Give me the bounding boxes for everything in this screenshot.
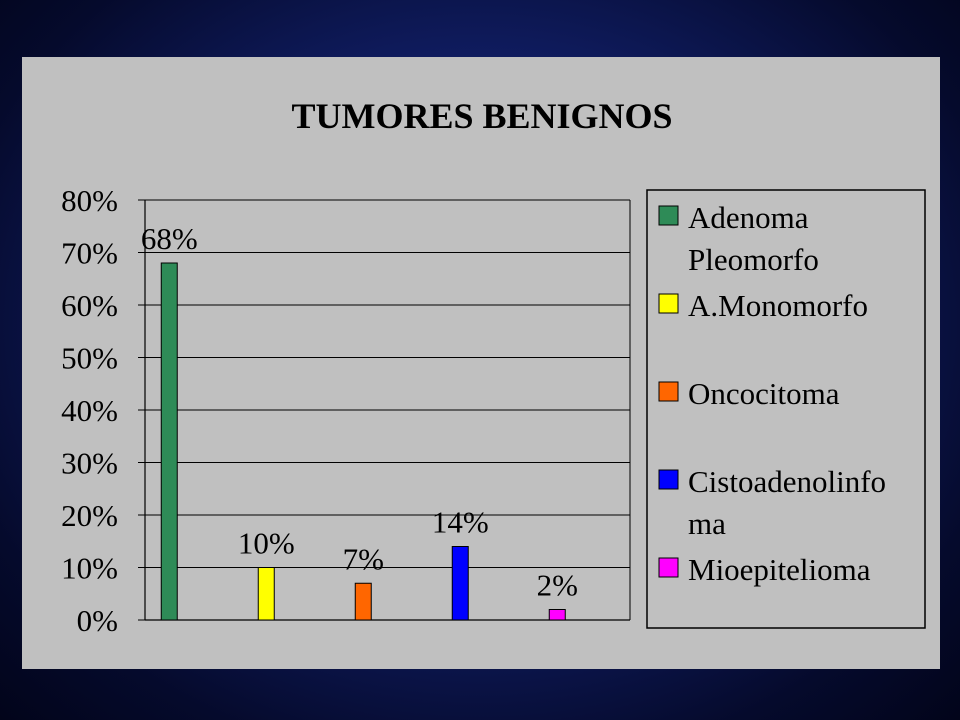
legend-label-5: Mioepitelioma	[688, 552, 871, 587]
legend-label-1: Adenoma	[688, 200, 809, 235]
y-tick-label: 80%	[61, 183, 118, 218]
y-tick-label: 70%	[61, 236, 118, 271]
legend-box	[646, 189, 926, 629]
gridlines	[145, 199, 630, 568]
bar-1	[160, 262, 178, 621]
legend-swatch-1	[658, 205, 679, 226]
legend-label-2: A.Monomorfo	[688, 288, 868, 323]
legend: Adenoma Pleomorfo A.Monomorfo Oncocitoma Cis…	[646, 189, 926, 629]
legend-swatch-5	[658, 557, 679, 578]
bar-3	[354, 582, 372, 621]
legend-swatch-2	[658, 293, 679, 314]
bar-4	[451, 546, 469, 621]
bar-2	[257, 567, 275, 621]
bars	[160, 262, 566, 621]
y-tick-label: 10%	[61, 551, 118, 586]
chart-title: TUMORES BENIGNOS	[291, 96, 672, 136]
bar-5	[548, 609, 566, 621]
data-label-2: 10%	[238, 526, 295, 561]
y-tick-label: 50%	[61, 341, 118, 376]
data-label-5: 2%	[537, 568, 578, 603]
data-label-3: 7%	[343, 541, 384, 576]
legend-swatch-3	[658, 381, 679, 402]
y-tick-labels: 0% 10% 20% 30% 40% 50% 60% 70% 80%	[61, 183, 118, 638]
data-label-4: 14%	[432, 505, 489, 540]
legend-swatch-4	[658, 469, 679, 490]
legend-label-4: Cistoadenolinfo	[688, 464, 886, 499]
y-tick-label: 60%	[61, 288, 118, 323]
y-tick-label: 0%	[77, 603, 118, 638]
data-labels: 68% 10% 7% 14% 2%	[141, 221, 578, 603]
legend-label-1: Pleomorfo	[688, 242, 819, 277]
y-tick-label: 20%	[61, 498, 118, 533]
legend-label-3: Oncocitoma	[688, 376, 840, 411]
legend-label-4: ma	[688, 506, 726, 541]
y-tick-label: 40%	[61, 393, 118, 428]
data-label-1: 68%	[141, 221, 198, 256]
y-tick-label: 30%	[61, 446, 118, 481]
